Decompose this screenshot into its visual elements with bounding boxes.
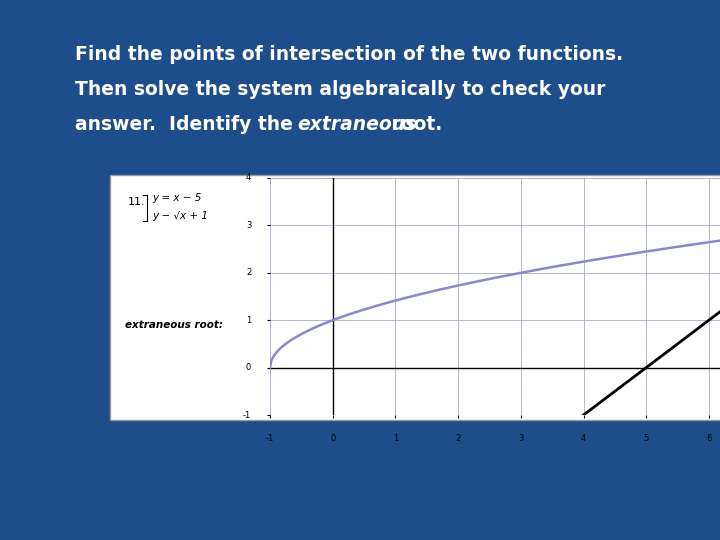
Text: 5: 5 xyxy=(644,434,649,443)
FancyBboxPatch shape xyxy=(110,175,720,420)
Text: root.: root. xyxy=(385,115,442,134)
Text: Then solve the system algebraically to check your: Then solve the system algebraically to c… xyxy=(75,80,606,99)
Text: 0: 0 xyxy=(246,363,251,372)
Text: 1: 1 xyxy=(393,434,398,443)
Text: -1: -1 xyxy=(243,410,251,420)
Text: -1: -1 xyxy=(266,434,274,443)
Text: extraneous root:: extraneous root: xyxy=(125,320,223,330)
Text: extraneous: extraneous xyxy=(297,115,416,134)
Text: y = x − 5: y = x − 5 xyxy=(152,193,202,203)
Text: 6: 6 xyxy=(706,434,711,443)
Text: 3: 3 xyxy=(246,221,251,230)
Text: answer.  Identify the: answer. Identify the xyxy=(75,115,300,134)
Text: 4: 4 xyxy=(246,173,251,183)
Text: 4: 4 xyxy=(581,434,586,443)
Text: 2: 2 xyxy=(456,434,461,443)
Text: y − √x + 1: y − √x + 1 xyxy=(152,211,208,221)
Text: 3: 3 xyxy=(518,434,523,443)
Text: 11.: 11. xyxy=(128,197,145,207)
Text: Find the points of intersection of the two functions.: Find the points of intersection of the t… xyxy=(75,45,623,64)
Text: 1: 1 xyxy=(246,316,251,325)
Text: 2: 2 xyxy=(246,268,251,278)
Text: 0: 0 xyxy=(330,434,336,443)
